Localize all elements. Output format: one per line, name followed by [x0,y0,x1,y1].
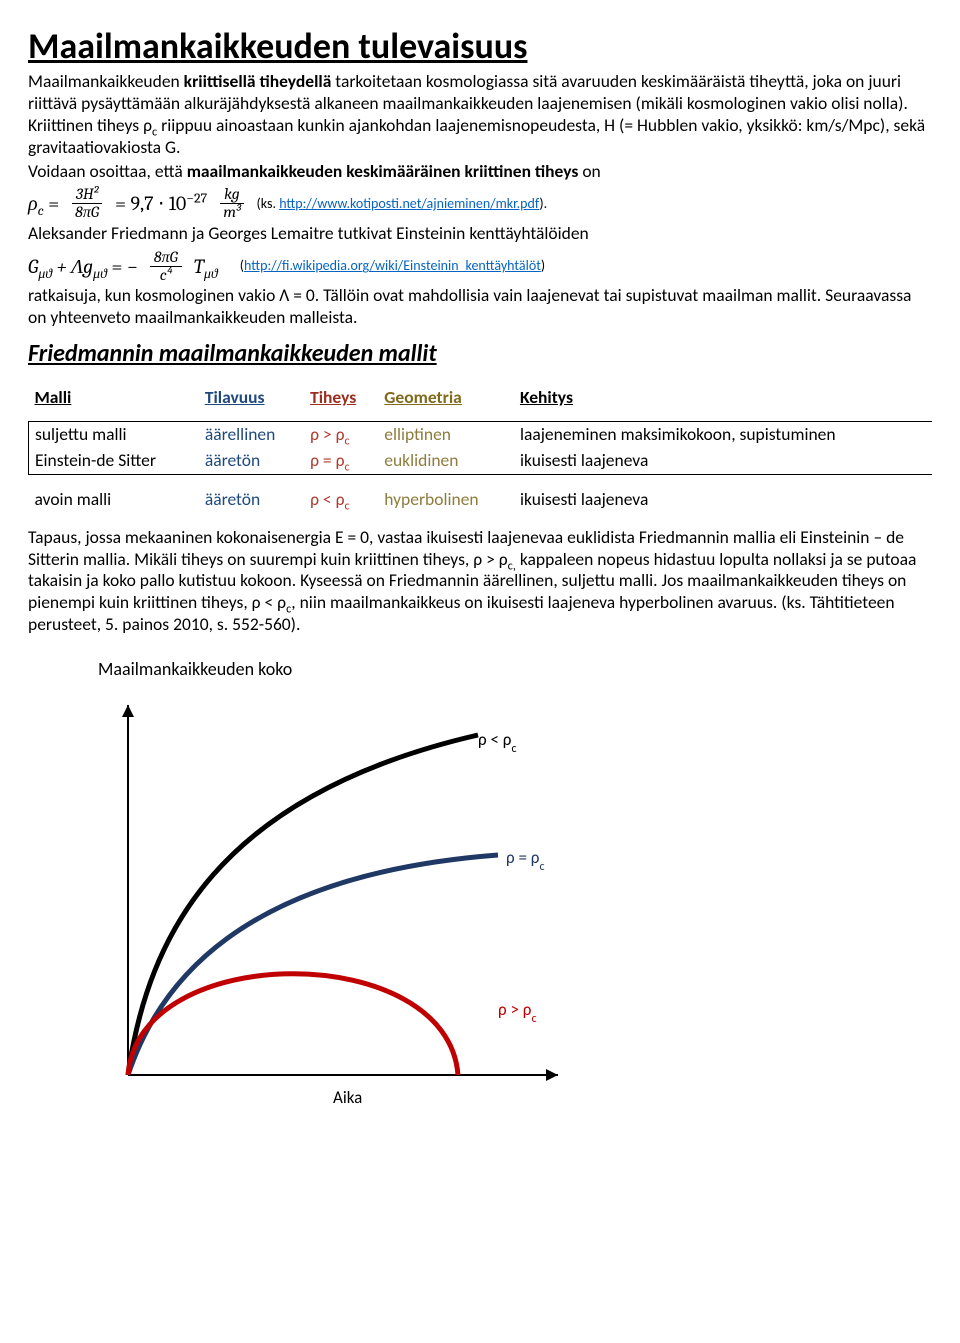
fraction-denominator: c⁴ [156,267,176,284]
chart-y-axis-label: Maailmankaikkeuden koko [98,658,932,681]
svg-text:ρ = ρc: ρ = ρc [506,847,545,874]
intro-text: Voidaan osoittaa, että [28,160,187,182]
fraction-numerator: 3H² [72,186,102,204]
note-text: ). [539,195,547,212]
fraction-denominator: 8πG [71,204,103,221]
formula-value: = 9,7 ⋅ 10−27 [115,191,207,216]
intro-text: riippuu ainoastaan kunkin ajankohdan laa… [28,114,925,158]
cell-malli: Einstein-de Sitter [29,448,199,474]
cell-tilavuus: ääretön [199,448,304,474]
table-row: avoin malli ääretön ρ < ρc hyperbolinen … [29,474,933,514]
th-malli: Malli [29,383,199,421]
formula-terms: Gμϑ + Λgμϑ = − [28,254,138,279]
formula-lhs: ρc = [28,191,59,216]
cell-tiheys: ρ = ρc [304,448,378,474]
table-row: suljettu malli äärellinen ρ > ρc ellipti… [29,422,933,448]
intro-paragraph-2: Voidaan osoittaa, että maailmankaikkeude… [28,161,932,183]
fraction-numerator: 8πG [150,249,182,267]
intro-text: Maailmankaikkeuden [28,70,184,92]
table-row: Einstein-de Sitter ääretön ρ = ρc euklid… [29,448,933,474]
intro-text: on [578,160,600,182]
einstein-field-intro: Aleksander Friedmann ja Georges Lemaitre… [28,223,932,245]
th-tilavuus: Tilavuus [199,383,304,421]
th-kehitys: Kehitys [514,383,932,421]
cell-malli: suljettu malli [29,422,199,448]
universe-size-chart: Maailmankaikkeuden koko ρ < ρc ρ = ρc ρ > … [58,658,932,1115]
svg-text:ρ < ρc: ρ < ρc [478,729,517,756]
equals: = [44,192,59,215]
formula-critical-density: ρc = 3H² 8πG = 9,7 ⋅ 10−27 kg m³ (ks. ht… [28,186,932,221]
paragraph-summary: Tapaus, jossa mekaaninen kokonaisenergia… [28,527,932,636]
citation-link-kotiposti[interactable]: http://www.kotiposti.net/ajnieminen/mkr.… [279,195,539,212]
th-geometria: Geometria [378,383,514,421]
svg-text:Aika: Aika [333,1087,362,1108]
formula-t-term: Tμϑ [194,254,218,279]
intro-bold-term: kriittisellä tiheydellä [184,70,332,92]
cell-geometria: euklidinen [378,448,514,474]
cell-geometria: elliptinen [378,422,514,448]
cell-malli: avoin malli [29,474,199,514]
cell-kehitys: ikuisesti laajeneva [514,474,932,514]
th-tiheys: Tiheys [304,383,378,421]
cell-kehitys: ikuisesti laajeneva [514,448,932,474]
chart-svg: ρ < ρc ρ = ρc ρ > ρc Aika [58,685,618,1115]
formula-citation: (ks. http://www.kotiposti.net/ajnieminen… [257,195,548,213]
section-subtitle: Friedmannin maailmankaikkeuden mallit [28,339,932,369]
paragraph-solutions: ratkaisuja, kun kosmologinen vakio Λ = 0… [28,285,932,329]
cell-tiheys: ρ > ρc [304,422,378,448]
citation-link-wikipedia[interactable]: http://fi.wikipedia.org/wiki/Einsteinin_… [244,257,541,274]
formula-field-equations: Gμϑ + Λgμϑ = − 8πG c⁴ Tμϑ (http://fi.wik… [28,249,932,284]
fraction-units: kg m³ [219,186,244,221]
fraction-denominator: m³ [219,204,244,221]
intro-paragraph-1: Maailmankaikkeuden kriittisellä tiheydel… [28,71,932,159]
exponent: −27 [186,190,207,207]
fraction-3h2-8pig: 3H² 8πG [71,186,103,221]
cell-tilavuus: ääretön [199,474,304,514]
rho: ρ [28,192,38,215]
svg-text:ρ > ρc: ρ > ρc [498,999,537,1026]
fraction-numerator: kg [220,186,244,204]
cell-tilavuus: äärellinen [199,422,304,448]
page-title: Maailmankaikkeuden tulevaisuus [28,24,932,69]
cell-geometria: hyperbolinen [378,474,514,514]
cell-kehitys: laajeneminen maksimikokoon, supistuminen [514,422,932,448]
table-header-row: Malli Tilavuus Tiheys Geometria Kehitys [29,383,933,421]
note-text: ) [541,257,545,274]
friedmann-models-table: Malli Tilavuus Tiheys Geometria Kehitys … [28,383,932,515]
fraction-8pig-c4: 8πG c⁴ [150,249,182,284]
cell-tiheys: ρ < ρc [304,474,378,514]
note-text: (ks. [257,195,280,212]
intro-bold-term-2: maailmankaikkeuden keskimääräinen kriitt… [187,160,579,182]
formula-citation-2: (http://fi.wikipedia.org/wiki/Einsteinin… [240,257,545,275]
